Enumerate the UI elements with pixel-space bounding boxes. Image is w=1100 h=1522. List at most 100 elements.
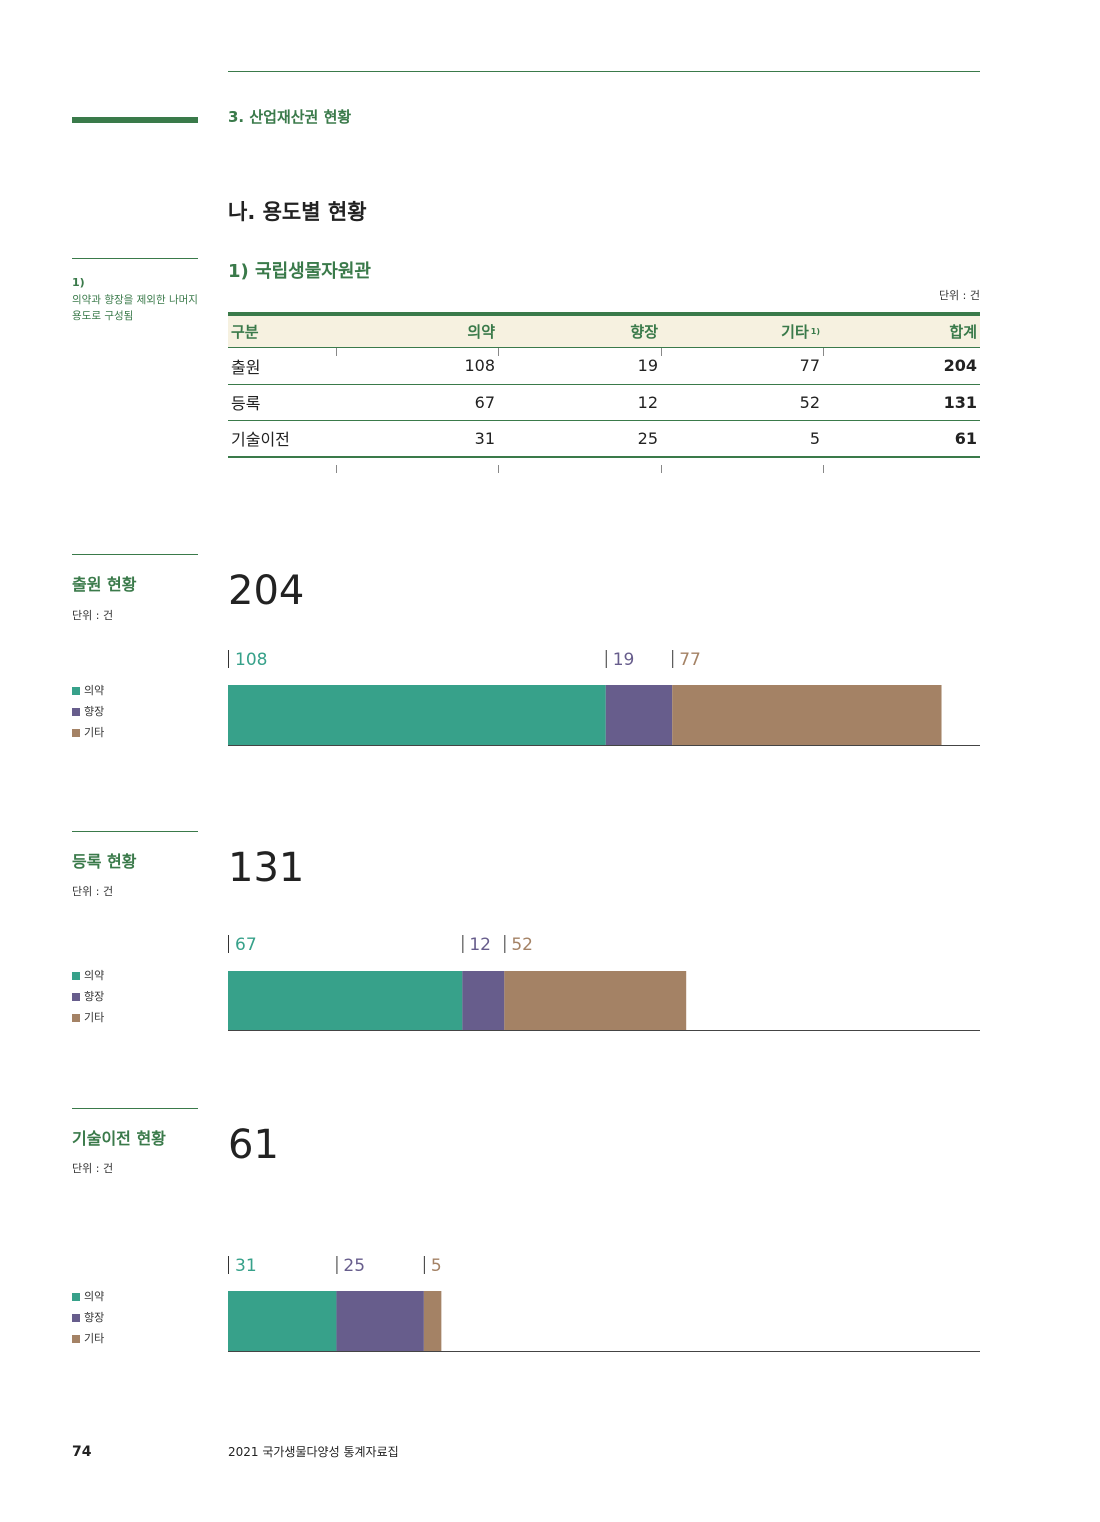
legend-item-cosmetic: 향장 — [72, 701, 104, 722]
cell-medicine: 31 — [474, 428, 495, 448]
section-label: 3. 산업재산권 현황 — [228, 108, 352, 126]
header-medicine: 의약 — [467, 323, 495, 341]
legend-label: 의약 — [84, 969, 105, 982]
chart-3-unit: 단위 : 건 — [72, 1162, 114, 1175]
bar-segment-other — [504, 971, 687, 1030]
bar-segment-cosmetic — [605, 685, 673, 745]
legend-item-other: 기타 — [72, 1328, 104, 1349]
chart-2-legend: 의약 향장 기타 — [72, 965, 104, 1028]
value-label-other: 77 — [679, 650, 701, 670]
legend-swatch-medicine — [72, 971, 80, 980]
footnote-number: 1) — [72, 276, 85, 289]
chart-1-rule — [72, 554, 198, 555]
header-other-footnote: 1) — [810, 327, 820, 336]
chart-2-title: 등록 현황 — [72, 852, 137, 871]
data-table: 구분 의약 향장 기타 1) 합계 출원 108 19 77 204 등록 67 … — [228, 312, 980, 473]
value-label-medicine: 31 — [235, 1256, 257, 1276]
cell-other: 5 — [809, 428, 820, 448]
column-tick — [498, 348, 499, 356]
chart-2-total: 131 — [228, 845, 305, 891]
legend-swatch-other — [72, 1013, 80, 1022]
table-top-rule — [228, 312, 980, 316]
cell-cosmetic: 12 — [637, 392, 658, 412]
header-other: 기타 1) — [661, 316, 823, 347]
column-tick — [661, 465, 662, 473]
footnote-text: 의약과 향장을 제외한 나머지 용도로 구성됨 — [72, 294, 198, 322]
legend-swatch-other — [72, 728, 80, 737]
legend-swatch-cosmetic — [72, 992, 80, 1001]
column-tick — [823, 348, 824, 356]
footnote-rule — [72, 258, 198, 259]
row-label: 등록 — [231, 394, 261, 414]
top-rule — [228, 71, 980, 72]
bar-segment-medicine — [228, 971, 463, 1030]
legend-label: 향장 — [84, 990, 105, 1003]
column-tick — [336, 465, 337, 473]
value-label-other: 52 — [511, 935, 533, 955]
value-label-cosmetic: 12 — [469, 935, 491, 955]
cell-cosmetic: 19 — [637, 356, 658, 376]
chart-1-legend: 의약 향장 기타 — [72, 680, 104, 743]
table-row: 등록 67 12 52 131 — [228, 385, 980, 421]
legend-swatch-cosmetic — [72, 1313, 80, 1322]
column-tick — [498, 465, 499, 473]
header-total: 합계 — [949, 323, 977, 341]
column-tick — [661, 348, 662, 356]
chart-2-unit: 단위 : 건 — [72, 885, 114, 898]
column-tick — [823, 465, 824, 473]
legend-item-other: 기타 — [72, 722, 104, 743]
legend-swatch-other — [72, 1334, 80, 1343]
page-number: 74 — [72, 1444, 92, 1460]
chart-3-rule — [72, 1108, 198, 1109]
cell-total: 131 — [943, 392, 977, 412]
legend-label: 향장 — [84, 705, 105, 718]
legend-item-cosmetic: 향장 — [72, 1307, 104, 1328]
bar-segment-cosmetic — [336, 1291, 424, 1351]
legend-label: 의약 — [84, 1290, 105, 1303]
chart-3-title: 기술이전 현황 — [72, 1129, 166, 1148]
cell-other: 77 — [799, 356, 820, 376]
bar-segment-other — [423, 1291, 442, 1351]
footer-title: 2021 국가생물다양성 통계자료집 — [228, 1445, 399, 1459]
chart-2-rule — [72, 831, 198, 832]
legend-swatch-medicine — [72, 686, 80, 695]
value-label-other: 5 — [431, 1256, 442, 1276]
row-label: 기술이전 — [231, 430, 290, 450]
bar-segment-medicine — [228, 1291, 337, 1351]
chart-3-legend: 의약 향장 기타 — [72, 1286, 104, 1349]
table-header-row: 구분 의약 향장 기타 1) 합계 — [228, 316, 980, 348]
legend-label: 기타 — [84, 726, 105, 739]
bar-segment-medicine — [228, 685, 606, 745]
legend-item-medicine: 의약 — [72, 680, 104, 701]
chart-3-total: 61 — [228, 1122, 279, 1168]
value-label-medicine: 108 — [235, 650, 267, 670]
value-label-cosmetic: 25 — [343, 1256, 365, 1276]
table-row: 기술이전 31 25 5 61 — [228, 421, 980, 458]
bar-segment-other — [672, 685, 942, 745]
legend-label: 기타 — [84, 1011, 105, 1024]
cell-other: 52 — [799, 392, 820, 412]
table-unit: 단위 : 건 — [938, 289, 980, 302]
header-category: 구분 — [231, 323, 259, 341]
value-label-cosmetic: 19 — [613, 650, 635, 670]
legend-item-medicine: 의약 — [72, 965, 104, 986]
legend-item-cosmetic: 향장 — [72, 986, 104, 1007]
chart-1-total: 204 — [228, 568, 305, 614]
chart-1-unit: 단위 : 건 — [72, 609, 114, 622]
table-row: 출원 108 19 77 204 — [228, 348, 980, 385]
cell-total: 204 — [943, 356, 977, 376]
value-label-medicine: 67 — [235, 935, 257, 955]
column-tick — [336, 348, 337, 356]
cell-cosmetic: 25 — [637, 428, 658, 448]
legend-label: 의약 — [84, 684, 105, 697]
header-cosmetic: 향장 — [630, 323, 658, 341]
cell-medicine: 67 — [474, 392, 495, 412]
bar-segment-cosmetic — [462, 971, 505, 1030]
sub-heading: 1) 국립생물자원관 — [228, 261, 371, 282]
section-marker — [72, 117, 198, 123]
header-other-label: 기타 — [781, 323, 809, 341]
cell-medicine: 108 — [464, 356, 495, 376]
legend-swatch-medicine — [72, 1292, 80, 1301]
row-label: 출원 — [231, 357, 261, 377]
legend-swatch-cosmetic — [72, 707, 80, 716]
